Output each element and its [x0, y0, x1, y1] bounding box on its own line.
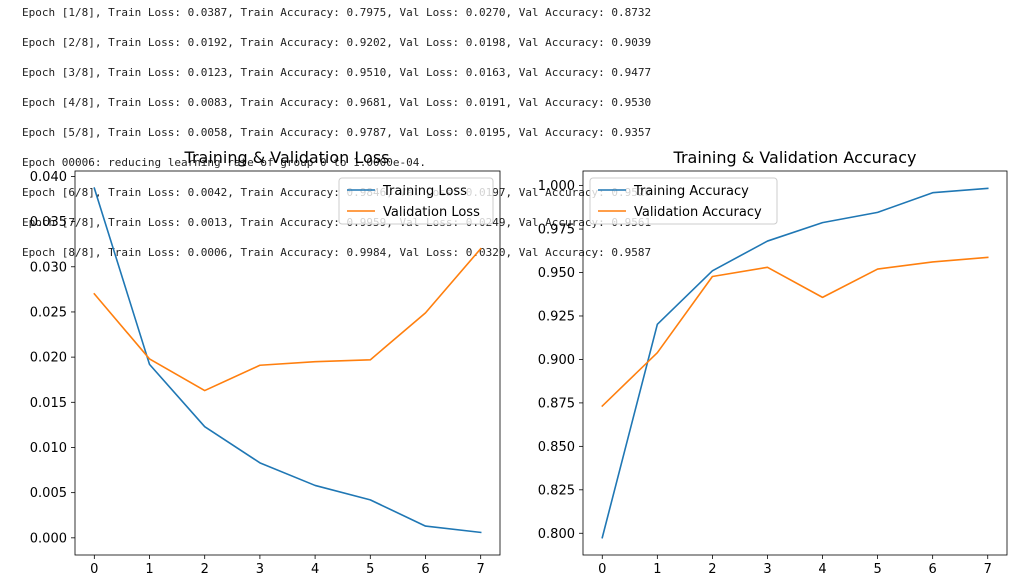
y-tick-label: 0.000 [30, 531, 67, 546]
y-tick-label: 0.035 [30, 215, 67, 230]
series-line-validation-accuracy [601, 256, 989, 408]
y-tick-label: 0.975 [538, 223, 575, 238]
series-line-training-accuracy [601, 187, 989, 539]
series-line-validation-loss [93, 247, 482, 392]
y-tick-label: 0.005 [30, 486, 67, 501]
log-line: Epoch [1/8], Train Loss: 0.0387, Train A… [22, 6, 652, 19]
plot-frame [582, 170, 1008, 556]
accuracy-chart: Training & Validation Accuracy 0 1 2 3 4 5 6 7 0… [538, 148, 1008, 577]
y-tick-label: 0.925 [538, 309, 575, 324]
x-tick-label: 0 [90, 562, 98, 577]
y-tick-label: 0.850 [538, 440, 575, 455]
y-tick-label: 0.875 [538, 396, 575, 411]
x-tick-label: 1 [145, 562, 153, 577]
x-tick-label: 3 [256, 562, 264, 577]
y-tick-label: 0.040 [30, 170, 67, 185]
y-tick-label: 0.800 [538, 527, 575, 542]
x-tick-label: 0 [598, 562, 606, 577]
x-tick-label: 6 [929, 562, 937, 577]
x-tick-label: 7 [984, 562, 992, 577]
plot-frame [74, 170, 501, 556]
log-line: Epoch [5/8], Train Loss: 0.0058, Train A… [22, 126, 652, 139]
y-tick-label: 0.825 [538, 483, 575, 498]
log-line: Epoch [3/8], Train Loss: 0.0123, Train A… [22, 66, 652, 79]
x-tick-label: 6 [421, 562, 429, 577]
x-tick-label: 1 [653, 562, 661, 577]
y-tick-label: 0.900 [538, 353, 575, 368]
x-tick-label: 4 [818, 562, 826, 577]
x-tick-label: 2 [708, 562, 716, 577]
legend-label: Training Accuracy [633, 184, 749, 199]
x-tick-label: 5 [873, 562, 881, 577]
legend-box [338, 177, 494, 225]
legend-label: Training Loss [382, 184, 467, 199]
chart-title: Training & Validation Loss [184, 148, 390, 167]
loss-chart: Training & Validation Loss 0 1 2 3 4 5 6 7 0.000… [30, 148, 501, 577]
y-tick-label: 0.015 [30, 396, 67, 411]
y-tick-label: 0.025 [30, 305, 67, 320]
y-tick-label: 0.030 [30, 260, 67, 275]
y-tick-label: 0.020 [30, 351, 67, 366]
chart-title: Training & Validation Accuracy [673, 148, 917, 167]
series-line-training-loss [93, 187, 482, 534]
legend-label: Validation Loss [383, 205, 480, 220]
log-line: Epoch [4/8], Train Loss: 0.0083, Train A… [22, 96, 652, 109]
legend-box [589, 177, 778, 225]
legend-label: Validation Accuracy [634, 205, 762, 220]
x-tick-label: 5 [366, 562, 374, 577]
y-tick-label: 0.950 [538, 266, 575, 281]
log-line: Epoch [2/8], Train Loss: 0.0192, Train A… [22, 36, 652, 49]
log-line: Epoch 00006: reducing learning rate of g… [22, 156, 426, 169]
y-tick-label: 1.000 [538, 179, 575, 194]
x-tick-label: 2 [201, 562, 209, 577]
x-tick-label: 3 [763, 562, 771, 577]
log-line: Epoch [8/8], Train Loss: 0.0006, Train A… [22, 246, 652, 259]
x-tick-label: 4 [311, 562, 319, 577]
y-tick-label: 0.010 [30, 441, 67, 456]
x-tick-label: 7 [477, 562, 485, 577]
